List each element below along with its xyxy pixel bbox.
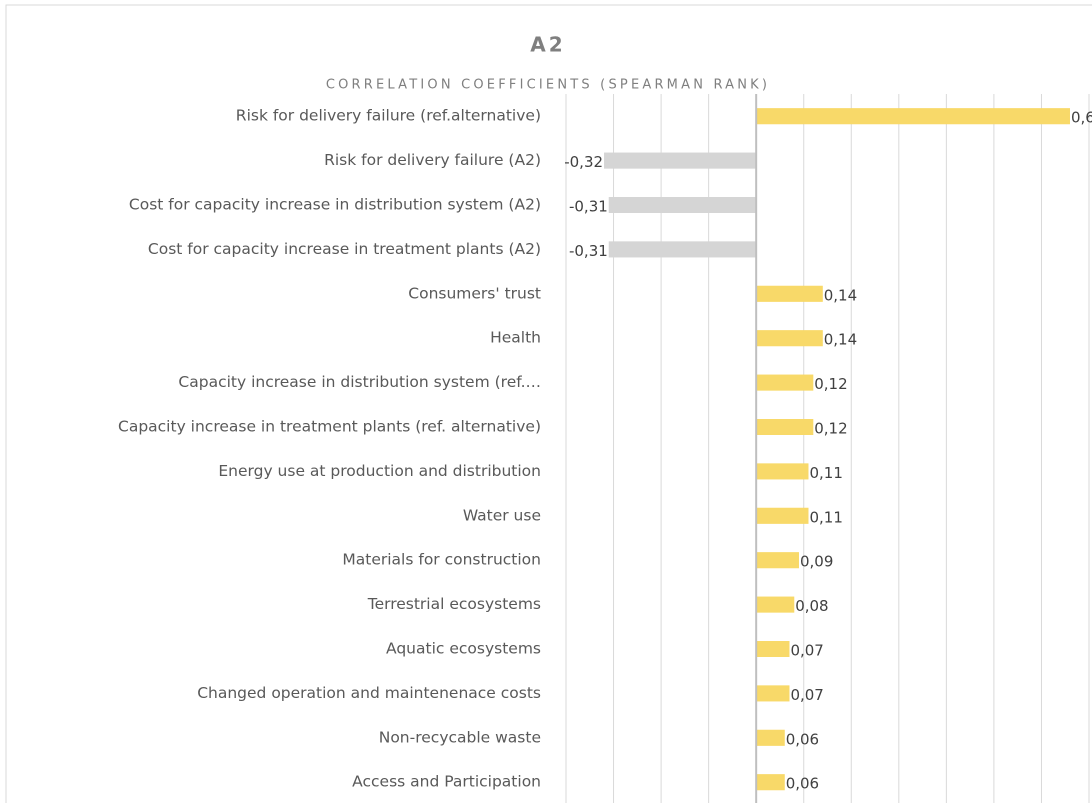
value-label: 0,66 — [1071, 109, 1092, 127]
value-label: 0,07 — [790, 686, 823, 704]
value-label: -0,31 — [569, 242, 608, 260]
bar-stripes — [756, 330, 823, 347]
bar-stripes — [608, 241, 757, 258]
value-label: 0,11 — [809, 508, 842, 526]
category-label: Aquatic ecosystems — [386, 640, 541, 658]
bar-stripes — [756, 285, 823, 302]
value-label: 0,12 — [814, 420, 847, 438]
category-label: Changed operation and maintenenace costs — [197, 684, 541, 702]
bar-stripes — [756, 641, 790, 657]
value-label: 0,12 — [814, 375, 847, 393]
category-label: Consumers' trust — [408, 284, 541, 302]
bar-stripes — [756, 685, 790, 702]
value-label: 0,07 — [790, 642, 823, 660]
bar-stripes — [604, 152, 757, 169]
bar-stripes — [756, 729, 785, 746]
value-label: -0,31 — [569, 198, 608, 216]
category-label: Cost for capacity increase in treatment … — [148, 240, 541, 258]
value-label: 0,14 — [824, 331, 857, 349]
value-label: 0,09 — [800, 553, 833, 571]
bar-stripes — [756, 463, 809, 480]
category-label: Risk for delivery failure (ref.alternati… — [236, 107, 541, 125]
value-label: 0,11 — [809, 464, 842, 482]
bar-stripes — [756, 596, 795, 613]
category-label: Non-recycable waste — [379, 728, 541, 746]
category-label: Access and Participation — [352, 773, 541, 791]
chart-border — [5, 4, 1092, 803]
value-label: -0,32 — [564, 153, 603, 171]
category-label: Capacity increase in treatment plants (r… — [118, 418, 541, 436]
category-label: Cost for capacity increase in distributi… — [129, 196, 541, 214]
category-label: Risk for delivery failure (A2) — [324, 151, 541, 169]
category-label: Materials for construction — [342, 551, 541, 569]
category-label: Energy use at production and distributio… — [218, 462, 541, 480]
bar-stripes — [608, 197, 757, 213]
value-label: 0,14 — [824, 286, 857, 304]
category-label: Terrestrial ecosystems — [367, 595, 541, 613]
category-label: Water use — [463, 506, 541, 524]
bar-stripes — [756, 374, 814, 391]
category-label: Health — [490, 329, 541, 347]
category-label: Capacity increase in distribution system… — [178, 373, 541, 391]
value-label: 0,08 — [795, 597, 828, 615]
chart-title: A2 — [530, 33, 565, 57]
bar-stripes — [756, 774, 785, 791]
value-label: 0,06 — [786, 775, 819, 793]
bar-stripes — [756, 552, 799, 569]
bar-stripes — [756, 419, 814, 435]
bar-stripes — [756, 507, 809, 524]
chart-subtitle: CORRELATION COEFFICIENTS (SPEARMAN RANK) — [326, 78, 770, 93]
value-label: 0,06 — [786, 730, 819, 748]
bar-stripes — [756, 108, 1070, 125]
